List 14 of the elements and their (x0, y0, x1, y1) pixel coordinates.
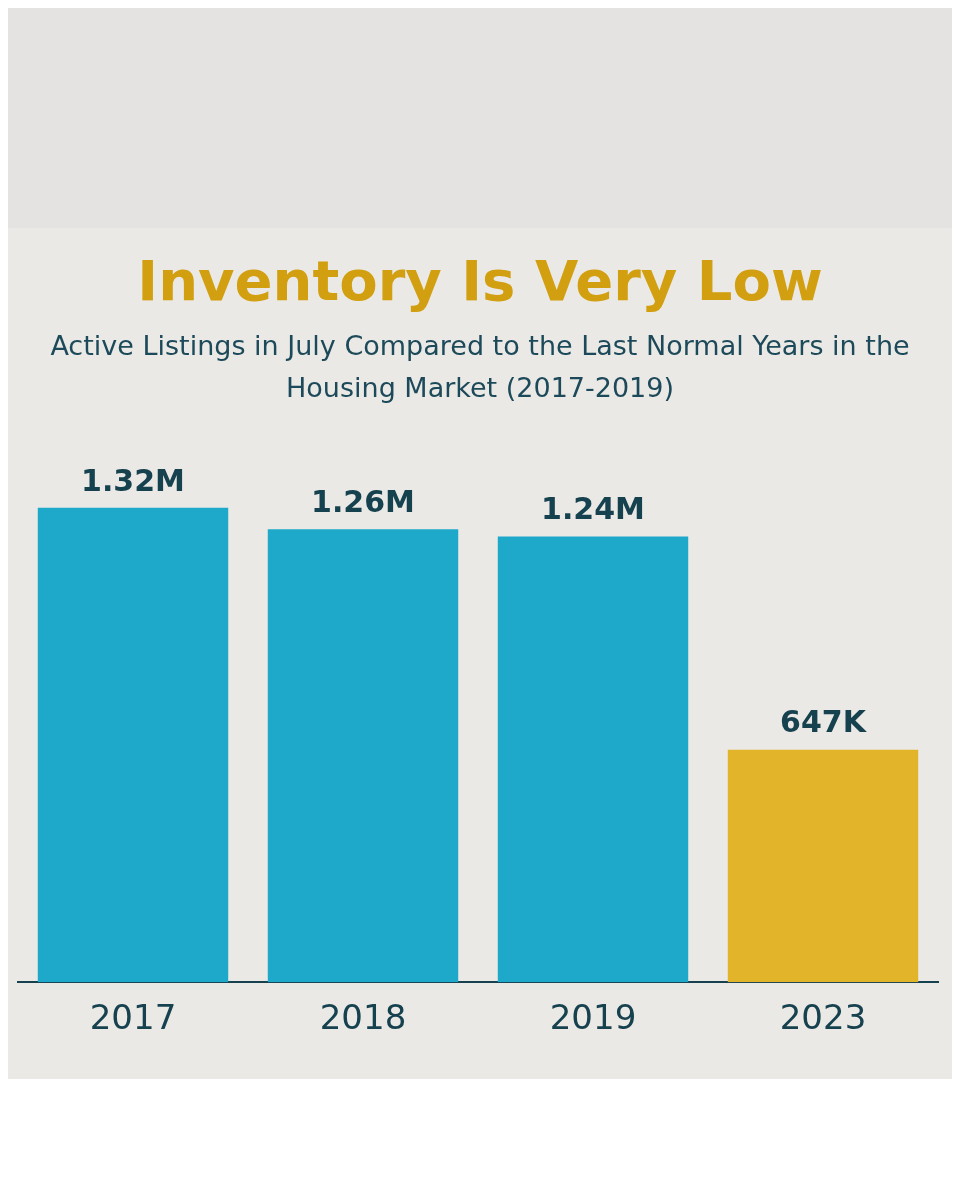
x-tick-label: 2019 (549, 997, 637, 1038)
bar (37, 507, 229, 983)
x-tick-label: 2023 (779, 997, 867, 1038)
bar (727, 749, 919, 983)
chart-title: Inventory Is Very Low (136, 248, 824, 313)
bar (267, 529, 459, 983)
data-label: 1.26M (311, 484, 415, 520)
x-tick-label: 2018 (319, 997, 407, 1038)
x-tick-label: 2017 (89, 997, 177, 1038)
data-label: 1.32M (81, 462, 185, 498)
chart-subtitle: Active Listings in July Compared to the Last Normal Years in the Housing Market (2017-2019) (49, 329, 911, 405)
data-label: 647K (780, 704, 868, 740)
bar (497, 536, 689, 983)
data-label: 1.24M (541, 491, 645, 527)
